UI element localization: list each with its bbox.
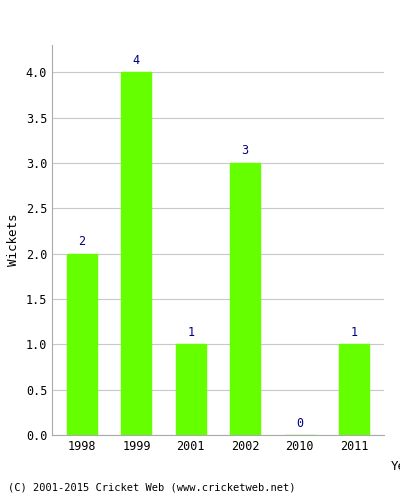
Y-axis label: Wickets: Wickets [7,214,20,266]
Text: 1: 1 [187,326,194,339]
Text: 4: 4 [133,54,140,67]
Text: 1: 1 [350,326,358,339]
Text: 0: 0 [296,416,303,430]
Bar [230,163,260,435]
Text: 2: 2 [78,235,86,248]
Text: (C) 2001-2015 Cricket Web (www.cricketweb.net): (C) 2001-2015 Cricket Web (www.cricketwe… [8,482,296,492]
Text: 3: 3 [242,144,249,158]
Text: Year: Year [391,460,400,473]
Bar [67,254,97,435]
Bar [339,344,369,435]
Bar [176,344,206,435]
Bar [122,72,151,435]
